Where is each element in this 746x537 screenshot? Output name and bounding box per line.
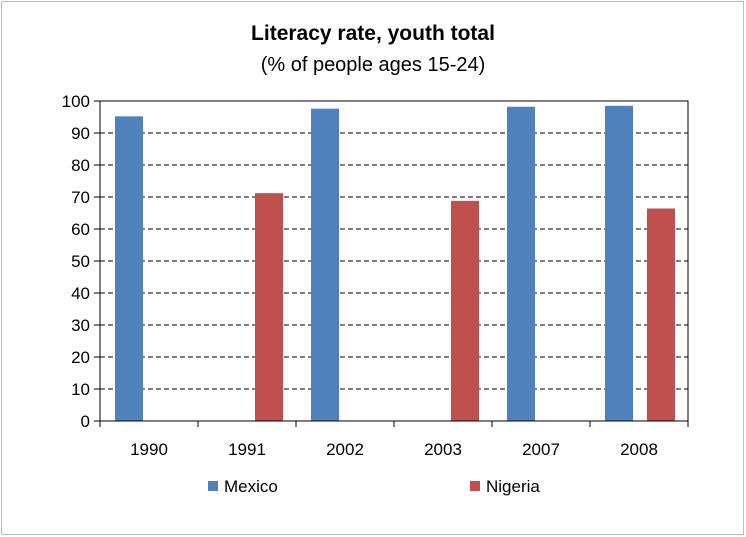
y-tick-label: 80 (71, 156, 90, 175)
y-tick-label: 10 (71, 380, 90, 399)
bars (115, 105, 675, 422)
legend-label-nigeria: Nigeria (486, 477, 540, 496)
bar-mexico-2002 (311, 108, 339, 422)
bar-nigeria-1991 (255, 193, 283, 421)
legend-swatch-mexico (208, 481, 218, 491)
legend-swatch-nigeria (470, 481, 480, 491)
x-tick-label: 2007 (522, 440, 560, 459)
x-tick-label: 1990 (130, 440, 168, 459)
y-tick-label: 100 (62, 92, 90, 111)
legend-label-mexico: Mexico (224, 477, 278, 496)
bar-mexico-1990 (115, 116, 143, 422)
bar-nigeria-2003 (451, 200, 479, 421)
y-tick-label: 50 (71, 252, 90, 271)
y-tick-label: 90 (71, 124, 90, 143)
bar-mexico-2007 (507, 106, 535, 421)
bar-nigeria-2008 (647, 208, 675, 421)
gridlines (100, 100, 688, 390)
x-tick-label: 2003 (424, 440, 462, 459)
legend: Mexico Nigeria (208, 477, 540, 496)
x-tick-label: 2002 (326, 440, 364, 459)
x-tick-label: 1991 (228, 440, 266, 459)
bar-mexico-2008 (605, 105, 633, 422)
chart-subtitle: (% of people ages 15-24) (260, 54, 486, 76)
y-tick-label: 40 (71, 284, 90, 303)
y-tick-label: 20 (71, 348, 90, 367)
chart-title: Literacy rate, youth total (251, 22, 495, 45)
x-tick-label: 2008 (620, 440, 658, 459)
y-axis-ticks: 0 10 20 30 40 50 60 70 80 90 100 (62, 92, 100, 431)
x-axis-ticks: 1990 1991 2002 2003 2007 2008 (99, 421, 689, 459)
y-tick-label: 30 (71, 316, 90, 335)
y-tick-label: 0 (81, 412, 90, 431)
y-tick-label: 70 (71, 188, 90, 207)
y-tick-label: 60 (71, 220, 90, 239)
